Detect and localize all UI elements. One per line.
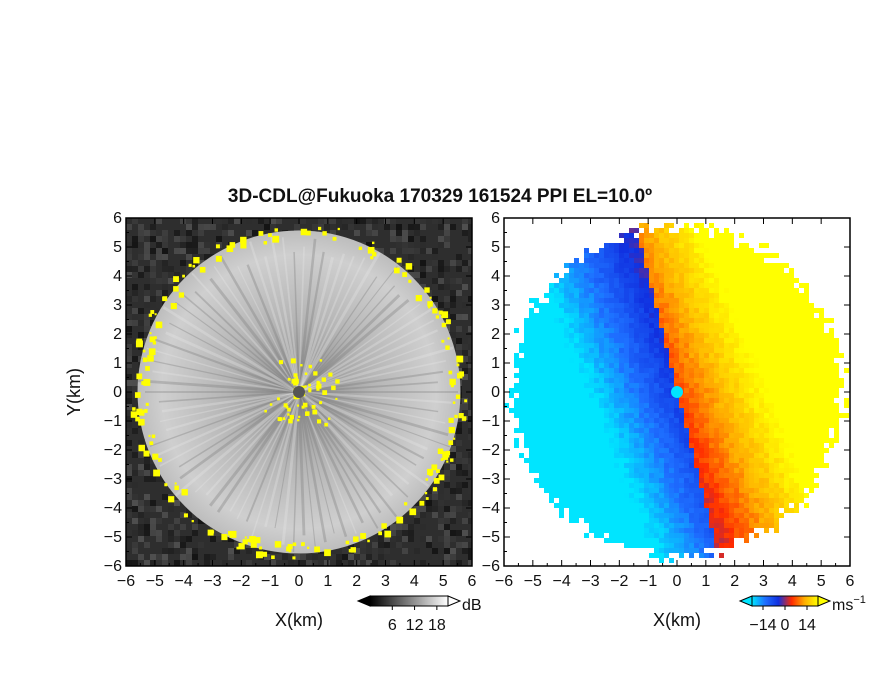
x-axis-label: X(km) xyxy=(653,610,701,630)
x-tick-label: −3 xyxy=(581,573,599,590)
radar-site-marker xyxy=(671,386,683,398)
y-tick-label: 3 xyxy=(113,297,122,314)
colorbar-max-arrow xyxy=(817,595,832,607)
data-field-left xyxy=(126,218,472,566)
y-tick-label: −6 xyxy=(104,558,122,575)
colorbar-tick-label: 12 xyxy=(406,617,424,634)
y-tick-label: 1 xyxy=(491,355,500,372)
colorbar-tick-label: 0 xyxy=(781,617,790,634)
x-tick-label: −6 xyxy=(495,573,513,590)
x-tick-label: −3 xyxy=(203,573,221,590)
x-tick-label: −2 xyxy=(232,573,250,590)
y-tick-label: 5 xyxy=(491,239,500,256)
y-tick-label: 6 xyxy=(113,210,122,227)
x-tick-label: −4 xyxy=(553,573,571,590)
y-tick-label: 2 xyxy=(491,326,500,343)
x-tick-label: −4 xyxy=(175,573,193,590)
figure-title: 3D-CDL@Fukuoka 170329 161524 PPI EL=10.0… xyxy=(227,186,653,207)
x-tick-label: −6 xyxy=(117,573,135,590)
colorbar-min-arrow xyxy=(356,595,371,607)
x-tick-label: 3 xyxy=(381,573,390,590)
x-tick-label: −5 xyxy=(524,573,542,590)
y-tick-label: 4 xyxy=(113,268,122,285)
colorbar-unit-label: dB xyxy=(462,597,482,614)
y-tick-label: −5 xyxy=(482,529,500,546)
x-tick-label: 5 xyxy=(817,573,826,590)
y-tick-label: −3 xyxy=(104,471,122,488)
x-tick-label: 0 xyxy=(673,573,682,590)
colorbar-tick-label: −14 xyxy=(749,617,776,634)
x-tick-label: 2 xyxy=(730,573,739,590)
colorbar-tick-label: 14 xyxy=(798,617,816,634)
y-tick-label: −5 xyxy=(104,529,122,546)
y-tick-label: −3 xyxy=(482,471,500,488)
x-tick-label: 4 xyxy=(788,573,797,590)
x-tick-label: 6 xyxy=(468,573,477,590)
x-tick-label: 5 xyxy=(439,573,448,590)
y-tick-label: 1 xyxy=(113,355,122,372)
colorbar-max-arrow xyxy=(447,595,462,607)
colorbar-scale xyxy=(369,595,449,607)
y-tick-label: −6 xyxy=(482,558,500,575)
colorbar-tick-label: 6 xyxy=(388,617,397,634)
y-tick-label: −1 xyxy=(104,413,122,430)
y-tick-label: 0 xyxy=(491,384,500,401)
x-tick-label: −1 xyxy=(261,573,279,590)
panel-right: −6 −5 −4 −3 −2 −1 0 1 2 3 4 5 6 −6 −5 −4 −3 −2 −1 0 1 2 3 4 5 6 X(… xyxy=(482,210,866,634)
radar-site-marker xyxy=(293,386,305,398)
y-tick-label: 2 xyxy=(113,326,122,343)
y-tick-label: −4 xyxy=(104,500,122,517)
colorbar-unit-label: ms−1 xyxy=(832,594,866,614)
panel-left: −6 −5 −4 −3 −2 −1 0 1 2 3 4 5 6−6−5−4−3−2−10123456X(… xyxy=(64,210,482,634)
colorbar-scale xyxy=(751,595,819,607)
colorbar-left: 6 12 18 dB xyxy=(356,595,482,634)
colorbar-right: −14 0 14 ms−1 xyxy=(738,594,866,634)
x-tick-label: 3 xyxy=(759,573,768,590)
x-tick-label: 2 xyxy=(352,573,361,590)
y-tick-label: −2 xyxy=(482,442,500,459)
x-axis-label: X(km) xyxy=(275,610,323,630)
y-tick-label: 6 xyxy=(491,210,500,227)
y-tick-label: 0 xyxy=(113,384,122,401)
x-tick-label: 6 xyxy=(846,573,855,590)
x-tick-label: 4 xyxy=(410,573,419,590)
x-tick-label: −5 xyxy=(146,573,164,590)
x-tick-label: −1 xyxy=(639,573,657,590)
y-tick-label: 3 xyxy=(491,297,500,314)
y-axis-label: Y(km) xyxy=(64,368,84,416)
colorbar-min-arrow xyxy=(738,595,753,607)
y-tick-label: −2 xyxy=(104,442,122,459)
colorbar-tick-label: 18 xyxy=(428,617,446,634)
x-tick-label: 1 xyxy=(701,573,710,590)
data-field-right xyxy=(504,218,850,566)
x-tick-label: 0 xyxy=(295,573,304,590)
y-tick-label: −4 xyxy=(482,500,500,517)
x-tick-label: 1 xyxy=(323,573,332,590)
y-tick-label: 4 xyxy=(491,268,500,285)
y-tick-label: 5 xyxy=(113,239,122,256)
x-tick-label: −2 xyxy=(610,573,628,590)
y-tick-label: −1 xyxy=(482,413,500,430)
colorbar-unit-exponent: −1 xyxy=(853,594,866,606)
